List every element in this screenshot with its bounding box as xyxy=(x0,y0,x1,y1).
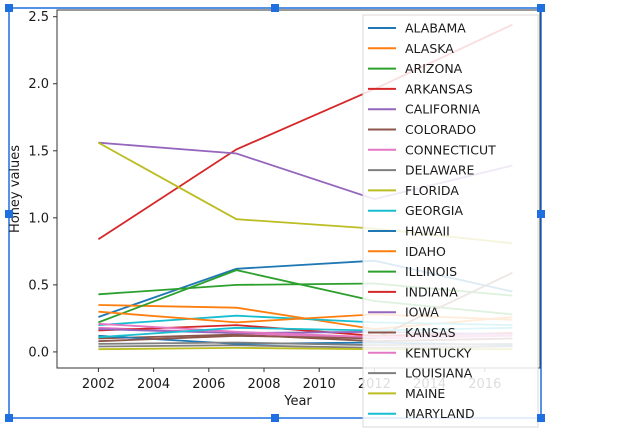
legend-box xyxy=(362,14,539,428)
x-tick-label: 2004 xyxy=(137,377,170,392)
legend-label: CONNECTICUT xyxy=(405,142,496,157)
y-tick-label: 2.0 xyxy=(28,77,49,92)
y-axis-label: Honey values xyxy=(8,145,23,233)
resize-handle-middle-left[interactable] xyxy=(5,210,13,218)
resize-handle-bottom-left[interactable] xyxy=(5,414,13,422)
x-tick-label: 2002 xyxy=(82,377,115,392)
y-tick-label: 0.0 xyxy=(28,345,49,360)
resize-handle-top-center[interactable] xyxy=(271,4,279,12)
x-tick-label: 2006 xyxy=(192,377,225,392)
legend-label: DELAWARE xyxy=(405,163,475,178)
legend-label: COLORADO xyxy=(405,122,476,137)
legend-label: ARKANSAS xyxy=(405,81,473,96)
resize-handle-top-right[interactable] xyxy=(537,4,545,12)
y-axis: 0.0 0.5 1.0 1.5 2.0 2.5 xyxy=(28,10,57,360)
legend-label: ILLINOIS xyxy=(405,264,457,279)
legend-label: IDAHO xyxy=(405,244,446,259)
legend-label: GEORGIA xyxy=(405,203,463,218)
resize-handle-bottom-center[interactable] xyxy=(271,414,279,422)
resize-handle-top-left[interactable] xyxy=(5,4,13,12)
legend-label: ALABAMA xyxy=(405,21,466,36)
legend-label: CALIFORNIA xyxy=(405,102,481,117)
legend-label: HAWAII xyxy=(405,224,450,239)
legend-label: ARIZONA xyxy=(405,61,463,76)
y-tick-label: 0.5 xyxy=(28,278,49,293)
x-tick-label: 2008 xyxy=(247,377,280,392)
legend-label: INDIANA xyxy=(405,284,458,299)
legend-label: KENTUCKY xyxy=(405,345,472,360)
legend-label: MAINE xyxy=(405,386,445,401)
y-tick-label: 1.0 xyxy=(28,211,49,226)
legend-label: KANSAS xyxy=(405,325,456,340)
y-tick-label: 1.5 xyxy=(28,144,49,159)
legend-label: MARYLAND xyxy=(405,406,475,421)
x-axis-label: Year xyxy=(283,394,312,409)
legend-label: LOUISIANA xyxy=(405,366,473,381)
legend-label: IOWA xyxy=(405,305,439,320)
legend-label: FLORIDA xyxy=(405,183,459,198)
selection-handles[interactable] xyxy=(5,4,545,422)
resize-handle-bottom-right[interactable] xyxy=(537,414,545,422)
legend-label: ALASKA xyxy=(405,41,454,56)
legend-items: ALABAMA ALASKA ARIZONA ARKANSAS CALIFORNIA CO… xyxy=(368,21,496,421)
legend: ALABAMA ALASKA ARIZONA ARKANSAS CALIFORNIA CO… xyxy=(362,14,539,428)
resize-handle-middle-right[interactable] xyxy=(537,210,545,218)
x-tick-label: 2010 xyxy=(303,377,336,392)
y-tick-label: 2.5 xyxy=(28,10,49,25)
